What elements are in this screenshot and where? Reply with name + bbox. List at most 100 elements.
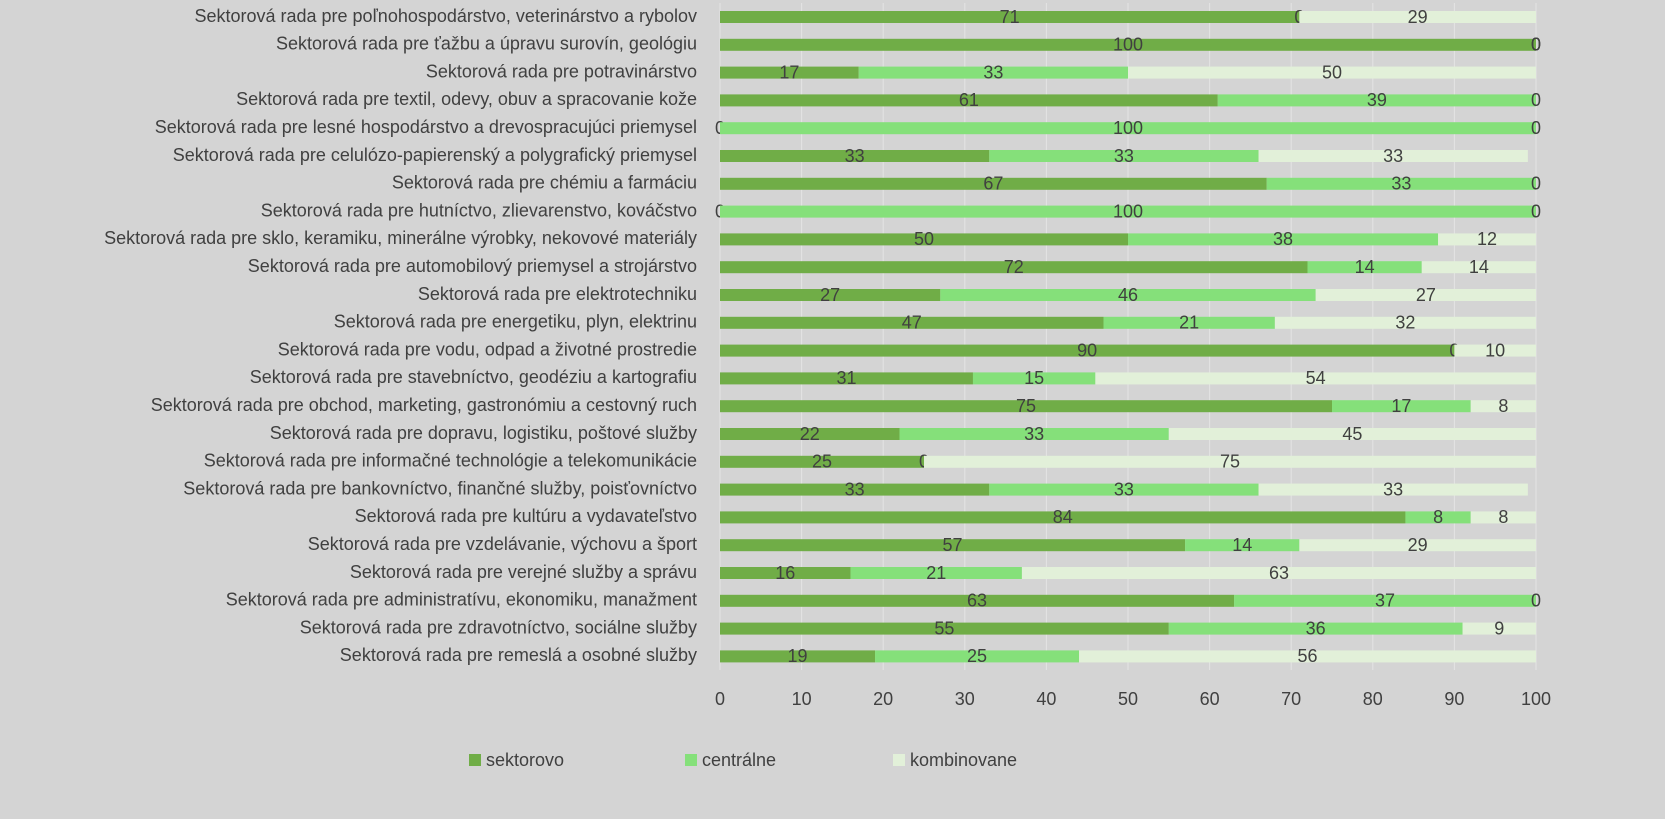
bar-segment: [1128, 66, 1536, 79]
data-label: 12: [1477, 229, 1497, 249]
bar-segment: [940, 289, 1316, 301]
category-label: Sektorová rada pre celulózo-papierenský …: [173, 145, 697, 165]
bar-segment: [924, 455, 1536, 468]
bar-segment: [720, 483, 990, 496]
data-label: 63: [967, 591, 987, 611]
bar-segment: [1438, 233, 1536, 246]
data-label: 90: [1077, 340, 1097, 360]
data-label: 0: [1531, 90, 1541, 110]
bar-segment: [720, 594, 1235, 607]
legend-label: centrálne: [702, 750, 776, 770]
x-tick-label: 90: [1444, 689, 1464, 709]
data-label: 100: [1113, 35, 1143, 55]
bar-segment: [720, 372, 973, 385]
data-label: 8: [1498, 507, 1508, 527]
data-label: 37: [1375, 591, 1395, 611]
data-label: 33: [845, 146, 865, 166]
data-label: 33: [1114, 146, 1134, 166]
bar-segment: [1258, 150, 1528, 162]
data-label: 21: [1179, 313, 1199, 333]
bar-segment: [989, 150, 1259, 162]
legend-label: kombinovane: [910, 750, 1017, 770]
data-label: 0: [1531, 174, 1541, 194]
bar-segment: [1470, 511, 1536, 524]
category-label: Sektorová rada pre stavebníctvo, geodézi…: [250, 367, 697, 387]
category-label: Sektorová rada pre informačné technológi…: [204, 451, 697, 471]
x-tick-label: 80: [1363, 689, 1383, 709]
data-label: 25: [967, 646, 987, 666]
bar-segment: [1234, 594, 1536, 607]
category-label: Sektorová rada pre elektrotechniku: [418, 284, 697, 304]
bar-segment: [1315, 289, 1536, 301]
data-label: 36: [1306, 618, 1326, 638]
bar-segment: [1128, 233, 1439, 246]
category-label: Sektorová rada pre textil, odevy, obuv a…: [236, 89, 697, 109]
data-label: 45: [1342, 424, 1362, 444]
bar-segment: [1021, 567, 1536, 579]
data-label: 50: [914, 229, 934, 249]
data-label: 0: [1531, 201, 1541, 221]
x-tick-label: 0: [715, 689, 725, 709]
bar-segment: [1462, 622, 1536, 635]
data-label: 14: [1469, 257, 1489, 277]
data-label: 33: [845, 479, 865, 499]
data-label: 100: [1113, 118, 1143, 138]
bar-segment: [720, 289, 941, 301]
category-label: Sektorová rada pre zdravotníctvo, sociál…: [300, 617, 697, 637]
data-label: 33: [1383, 479, 1403, 499]
bar-segment: [875, 650, 1080, 663]
legend-label: sektorovo: [486, 750, 564, 770]
data-label: 33: [1114, 479, 1134, 499]
bar-segment: [720, 650, 876, 663]
bar-segment: [720, 539, 1186, 552]
bar-segment: [1454, 344, 1536, 357]
data-label: 25: [812, 452, 832, 472]
bar-segment: [720, 400, 1332, 413]
data-label: 67: [983, 174, 1003, 194]
data-label: 0: [1531, 35, 1541, 55]
data-label: 31: [836, 368, 856, 388]
bar-segment: [720, 177, 1267, 190]
bar-segment: [720, 11, 1300, 23]
bar-segment: [1299, 11, 1536, 23]
data-label: 63: [1269, 563, 1289, 583]
data-label: 100: [1113, 201, 1143, 221]
data-label: 15: [1024, 368, 1044, 388]
data-label: 32: [1395, 313, 1415, 333]
data-label: 38: [1273, 229, 1293, 249]
bar-segment: [720, 205, 1536, 218]
data-label: 57: [943, 535, 963, 555]
data-label: 21: [926, 563, 946, 583]
bar-segment: [1168, 622, 1463, 635]
bar-segment: [1168, 428, 1536, 440]
data-label: 50: [1322, 62, 1342, 82]
bar-segment: [720, 344, 1455, 357]
category-label: Sektorová rada pre vzdelávanie, výchovu …: [308, 534, 697, 554]
bar-segment: [1307, 261, 1422, 274]
data-label: 8: [1433, 507, 1443, 527]
bar-segment: [1079, 650, 1536, 663]
category-label: Sektorová rada pre chémiu a farmáciu: [392, 173, 697, 193]
bar-segment: [720, 455, 924, 468]
data-label: 10: [1485, 340, 1505, 360]
data-label: 22: [800, 424, 820, 444]
legend-swatch: [469, 754, 481, 766]
bar-segment: [720, 38, 1536, 51]
bar-segment: [1095, 372, 1536, 385]
data-label: 39: [1367, 90, 1387, 110]
x-tick-label: 50: [1118, 689, 1138, 709]
category-label: Sektorová rada pre kultúru a vydavateľst…: [355, 506, 697, 526]
category-label: Sektorová rada pre dopravu, logistiku, p…: [270, 423, 697, 443]
bar-segment: [899, 428, 1169, 440]
data-label: 14: [1355, 257, 1375, 277]
category-label: Sektorová rada pre hutníctvo, zlievarens…: [261, 200, 697, 220]
bar-segment: [972, 372, 1096, 385]
category-label: Sektorová rada pre verejné služby a sprá…: [350, 562, 697, 582]
bar-segment: [720, 511, 1406, 524]
data-label: 27: [1416, 285, 1436, 305]
data-label: 56: [1298, 646, 1318, 666]
bar-segment: [1274, 316, 1536, 329]
bar-segment: [720, 122, 1536, 135]
data-label: 72: [1004, 257, 1024, 277]
